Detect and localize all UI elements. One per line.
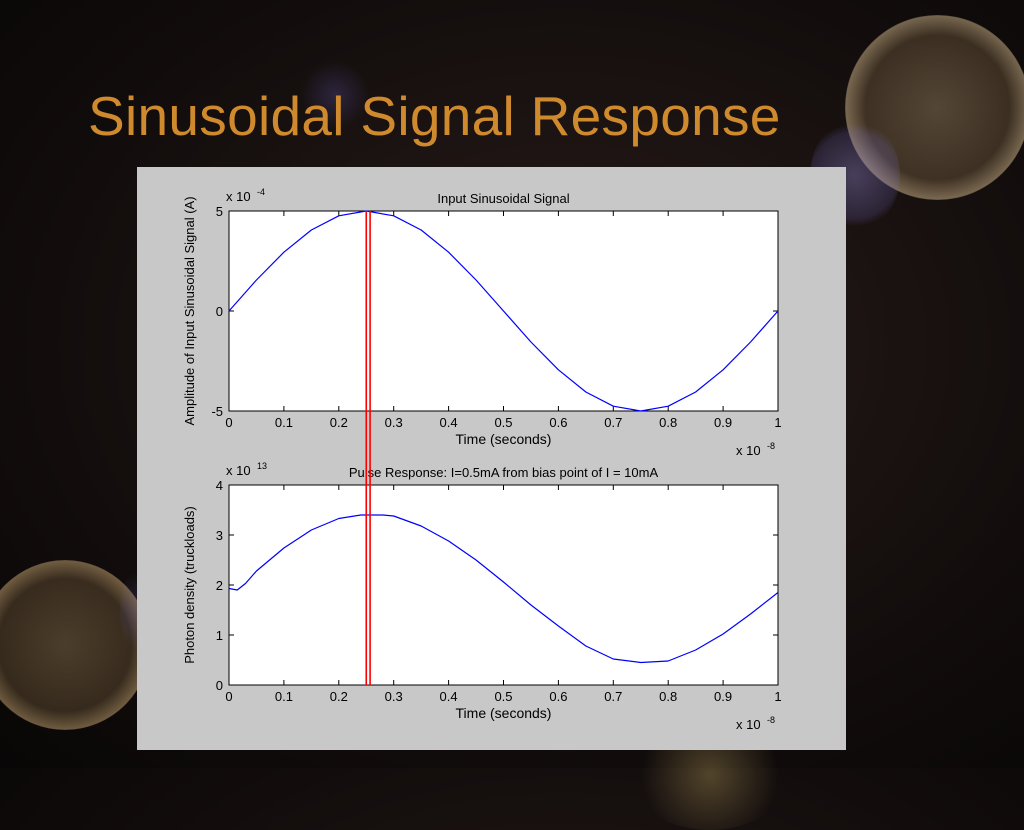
x-tick-label: 0.2	[330, 415, 348, 430]
x-tick-label: 0.9	[714, 415, 732, 430]
x-tick-label: 0	[225, 415, 232, 430]
x-tick-label: 0.1	[275, 689, 293, 704]
series-line-1	[228, 210, 779, 412]
y-tick-label: 3	[216, 528, 223, 543]
x-tick-label: 0	[225, 689, 232, 704]
x-tick-label: 0.4	[440, 689, 458, 704]
x-tick-label: 0.6	[549, 415, 567, 430]
y-axis-label: Photon density (truckloads)	[182, 506, 197, 664]
y-tick-label: 0	[216, 678, 223, 693]
y-tick-label: 4	[216, 478, 223, 493]
x-tick-label: 0.4	[440, 415, 458, 430]
plot-area-2	[228, 484, 779, 686]
chart-title: Pulse Response: I=0.5mA from bias point …	[349, 465, 659, 480]
y-exponent-base: x 10	[226, 463, 251, 478]
x-tick-label: 0.8	[659, 689, 677, 704]
slide-title: Sinusoidal Signal Response	[88, 85, 781, 147]
x-tick-label: 0.3	[385, 415, 403, 430]
x-tick-label: 1	[774, 415, 781, 430]
x-tick-label: 0.2	[330, 689, 348, 704]
x-axis-label: Time (seconds)	[456, 431, 552, 447]
x-axis-label: Time (seconds)	[456, 705, 552, 721]
x-tick-label: 0.5	[494, 689, 512, 704]
y-exponent-base: x 10	[226, 189, 251, 204]
bokeh-light-bottom-left	[0, 560, 150, 730]
y-tick-label: 2	[216, 578, 223, 593]
x-tick-label: 1	[774, 689, 781, 704]
y-exponent-power: -4	[257, 187, 265, 197]
x-exponent-base: x 10	[736, 443, 761, 458]
series-line-2	[228, 514, 779, 664]
x-tick-label: 0.9	[714, 689, 732, 704]
matlab-figure: 0 0.1 0.2 0.3 0.4 0.5 0.6 0.7 0.8 0.9 1 -5 0 5 Input S…	[137, 167, 846, 750]
y-exponent-power: 13	[257, 461, 267, 471]
x-tick-label: 0.8	[659, 415, 677, 430]
y-tick-label: 1	[216, 628, 223, 643]
x-exponent-base: x 10	[736, 717, 761, 732]
x-tick-label: 0.3	[385, 689, 403, 704]
y-axis-label: Amplitude of Input Sinusoidal Signal (A)	[182, 196, 197, 425]
chart-title: Input Sinusoidal Signal	[437, 191, 569, 206]
x-exponent-power: -8	[767, 441, 775, 451]
y-tick-label: 5	[216, 204, 223, 219]
y-tick-label: -5	[211, 404, 223, 419]
x-tick-label: 0.7	[604, 415, 622, 430]
x-tick-label: 0.6	[549, 689, 567, 704]
bokeh-light-top-right	[845, 15, 1024, 200]
x-tick-label: 0.5	[494, 415, 512, 430]
x-tick-label: 0.1	[275, 415, 293, 430]
y-tick-label: 0	[216, 304, 223, 319]
x-tick-label: 0.7	[604, 689, 622, 704]
x-exponent-power: -8	[767, 715, 775, 725]
